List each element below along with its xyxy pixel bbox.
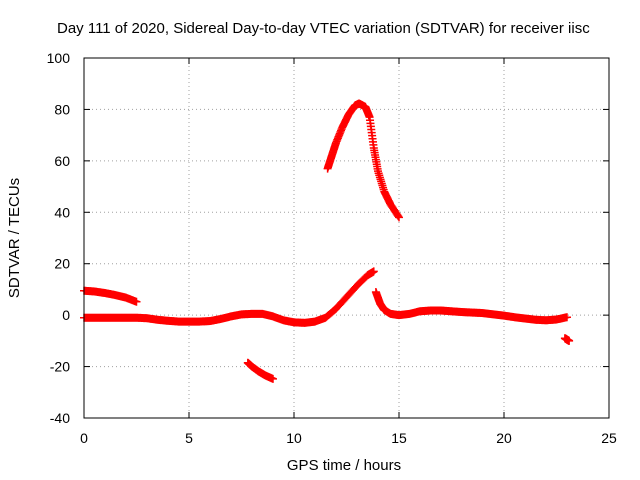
data-point	[564, 336, 573, 345]
data-series	[560, 334, 574, 345]
y-axis-title: SDTVAR / TECUs	[6, 178, 23, 298]
data-points	[80, 99, 574, 383]
grid-lines	[84, 58, 609, 418]
data-series	[80, 267, 378, 327]
data-point	[373, 164, 382, 173]
data-point	[268, 374, 277, 383]
y-tick-label: -40	[50, 410, 70, 426]
data-point	[369, 267, 378, 276]
data-series	[323, 99, 403, 222]
chart-title: Day 111 of 2020, Sidereal Day-to-day VTE…	[57, 20, 590, 37]
data-series	[243, 358, 277, 383]
y-tick-label: 80	[54, 101, 70, 117]
y-tick-label: 60	[54, 153, 70, 169]
x-tick-label: 0	[80, 430, 88, 446]
y-tick-label: -20	[50, 359, 70, 375]
y-tick-label: 0	[62, 307, 70, 323]
data-point	[394, 212, 403, 221]
x-tick-label: 5	[185, 430, 193, 446]
data-series	[371, 288, 571, 325]
y-tick-label: 100	[47, 50, 71, 66]
plot-frame	[83, 57, 610, 419]
x-axis-title: GPS time / hours	[287, 457, 401, 474]
data-point	[369, 140, 378, 149]
y-tick-label: 40	[54, 204, 70, 220]
y-tick-labels: -40 -20 0 20 40 60 80 100	[47, 50, 71, 426]
y-tick-label: 20	[54, 256, 70, 272]
x-tick-label: 25	[601, 430, 617, 446]
x-tick-label: 10	[286, 430, 302, 446]
data-series	[80, 286, 141, 306]
data-point	[393, 210, 402, 219]
x-tick-label: 20	[496, 430, 512, 446]
data-point	[561, 313, 570, 322]
data-point	[365, 112, 374, 121]
x-tick-labels: 0 5 10 15 20 25	[80, 430, 617, 446]
data-point	[131, 297, 140, 306]
x-tick-label: 15	[391, 430, 407, 446]
